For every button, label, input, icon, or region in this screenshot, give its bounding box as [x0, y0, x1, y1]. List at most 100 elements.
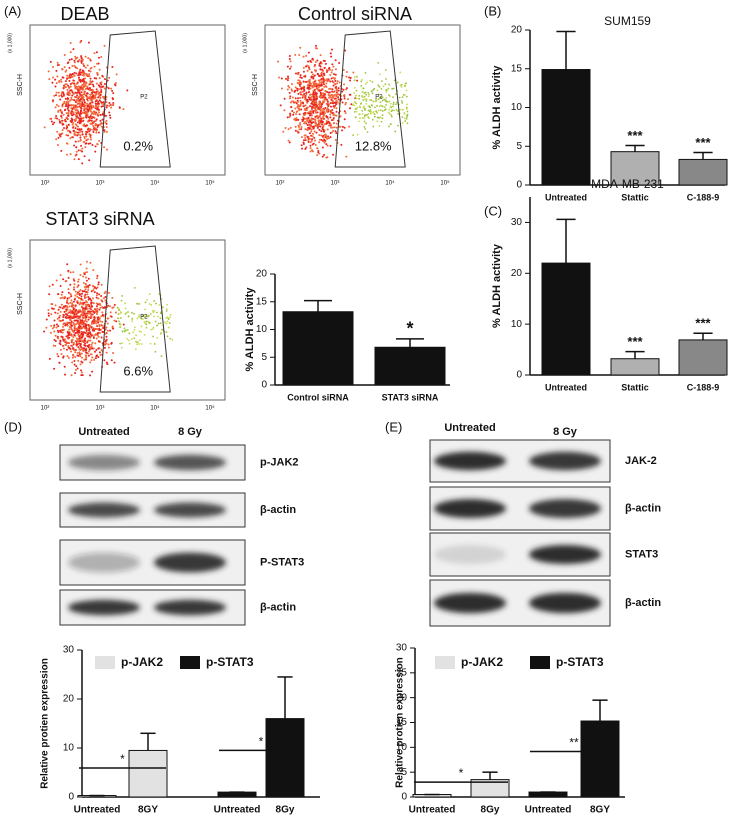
- flow-dot: [109, 330, 111, 332]
- bar: [375, 347, 445, 385]
- flow-dot: [70, 271, 72, 273]
- flow-dot: [84, 273, 86, 275]
- flow-dot: [358, 95, 360, 97]
- flow-dot: [73, 130, 75, 132]
- flow-dot: [376, 112, 378, 114]
- flow-dot: [81, 88, 83, 90]
- flow-dot: [95, 123, 97, 125]
- flow-dot: [323, 100, 325, 102]
- flow-ylabel: SSC-H: [17, 74, 24, 96]
- flow-dot: [61, 112, 63, 114]
- flow-dot: [80, 343, 82, 345]
- flow-dot: [150, 343, 152, 345]
- flow-dot: [78, 297, 80, 299]
- blot-band: [68, 553, 140, 573]
- flow-dot: [48, 315, 50, 317]
- flow-dot: [310, 83, 312, 85]
- flow-dot: [322, 140, 324, 142]
- flow-dot: [75, 146, 77, 148]
- flow-dot: [289, 116, 291, 118]
- flow-dot: [128, 315, 130, 317]
- flow-dot: [86, 97, 88, 99]
- y-tick-label: 10: [511, 102, 523, 113]
- x-tick-label: Untreated: [545, 192, 587, 202]
- flow-dot: [80, 40, 82, 42]
- flow-dot: [82, 111, 84, 113]
- flow-dot: [150, 313, 152, 315]
- flow-dot: [63, 94, 65, 96]
- flow-dot: [80, 295, 82, 297]
- flow-dot: [380, 101, 382, 103]
- flow-dot: [67, 307, 69, 309]
- flow-dot: [133, 337, 135, 339]
- flow-dot: [109, 305, 111, 307]
- flow-dot: [322, 147, 324, 149]
- flow-dot: [318, 101, 320, 103]
- flow-dot: [315, 144, 317, 146]
- flow-dot: [96, 311, 98, 313]
- flow-dot: [82, 94, 84, 96]
- flow-dot: [49, 118, 51, 120]
- flow-dot: [126, 338, 128, 340]
- flow-dot: [111, 297, 113, 299]
- flow-dot: [337, 101, 339, 103]
- flow-dot: [88, 328, 90, 330]
- flow-dot: [139, 339, 141, 341]
- flow-dot: [108, 77, 110, 79]
- flow-dot: [81, 293, 83, 295]
- flow-dot: [342, 101, 344, 103]
- flow-dot: [83, 107, 85, 109]
- flow-dot: [123, 327, 125, 329]
- flow-dot: [79, 70, 81, 72]
- flow-dot: [52, 76, 54, 78]
- flow-dot: [372, 92, 374, 94]
- flow-dot: [80, 332, 82, 334]
- flow-dot: [339, 82, 341, 84]
- flow-dot: [301, 126, 303, 128]
- flow-dot: [143, 321, 145, 323]
- flow-dot: [331, 88, 333, 90]
- flow-dot: [311, 149, 313, 151]
- flow-dot: [76, 101, 78, 103]
- flow-dot: [314, 69, 316, 71]
- flow-dot: [90, 303, 92, 305]
- flow-dot: [332, 81, 334, 83]
- flow-dot: [324, 90, 326, 92]
- flow-dot: [94, 342, 96, 344]
- flow-dot: [51, 82, 53, 84]
- flow-dot: [48, 312, 50, 314]
- flow-dot: [105, 115, 107, 117]
- flow-dot: [97, 356, 99, 358]
- flow-dot: [290, 66, 292, 68]
- flow-dot: [57, 325, 59, 327]
- flow-dot: [304, 98, 306, 100]
- flow-dot: [85, 354, 87, 356]
- flow-dot: [87, 336, 89, 338]
- flow-dot: [331, 71, 333, 73]
- flow-dot: [281, 88, 283, 90]
- flow-dot: [74, 351, 76, 353]
- flow-dot: [94, 96, 96, 98]
- y-axis-label: % ALDH activity: [491, 65, 503, 150]
- flow-dot: [88, 316, 90, 318]
- flow-dot: [102, 101, 104, 103]
- flow-dot: [335, 95, 337, 97]
- flow-dot: [406, 118, 408, 120]
- flow-dot: [65, 98, 67, 100]
- flow-dot: [327, 145, 329, 147]
- flow-dot: [99, 320, 101, 322]
- flow-dot: [75, 369, 77, 371]
- flow-dot: [75, 365, 77, 367]
- flow-dot: [86, 327, 88, 329]
- flow-dot: [82, 317, 84, 319]
- flow-dot: [122, 108, 124, 110]
- flow-dot: [306, 112, 308, 114]
- flow-dot: [305, 93, 307, 95]
- flow-dot: [91, 144, 93, 146]
- flow-dot: [327, 135, 329, 137]
- flow-dot: [78, 118, 80, 120]
- flow-dot: [168, 318, 170, 320]
- flow-dot: [56, 131, 58, 133]
- flow-dot: [101, 300, 103, 302]
- flow-dot: [53, 368, 55, 370]
